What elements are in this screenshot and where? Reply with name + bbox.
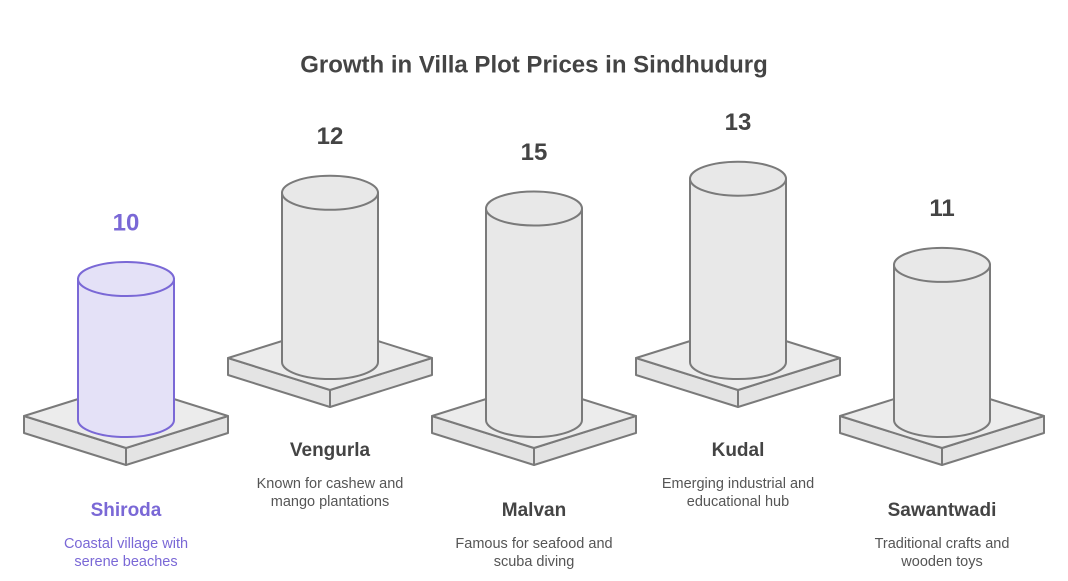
category-label: Kudal: [712, 440, 765, 461]
cylinder: [485, 207, 583, 438]
description: educational hub: [687, 494, 789, 510]
cylinder-top: [485, 190, 583, 227]
value-label: 10: [113, 209, 140, 236]
category-label: Shiroda: [91, 500, 162, 521]
description: Emerging industrial and: [662, 476, 814, 492]
chart-title: Growth in Villa Plot Prices in Sindhudur…: [300, 51, 768, 78]
value-label: 15: [521, 139, 548, 166]
cylinder-top: [77, 261, 175, 297]
category-label: Sawantwadi: [888, 500, 997, 521]
description: serene beaches: [74, 554, 177, 570]
cylinder: [893, 263, 991, 438]
description: scuba diving: [494, 554, 575, 570]
description: Traditional crafts and: [875, 536, 1010, 552]
cylinder-top: [893, 246, 991, 283]
value-label: 13: [725, 109, 752, 136]
description: Known for cashew and: [257, 476, 404, 492]
value-label: 12: [317, 123, 344, 150]
cylinder: [77, 278, 175, 438]
category-label: Malvan: [502, 500, 566, 521]
cylinder-top: [281, 174, 379, 211]
description: Coastal village with: [64, 536, 188, 552]
cylinder: [689, 177, 787, 380]
cylinder: [281, 191, 379, 380]
cylinder-top: [689, 160, 787, 197]
value-label: 11: [929, 195, 954, 222]
category-label: Vengurla: [290, 440, 371, 461]
description: mango plantations: [271, 494, 390, 510]
description: wooden toys: [900, 554, 982, 570]
description: Famous for seafood and: [455, 536, 612, 552]
